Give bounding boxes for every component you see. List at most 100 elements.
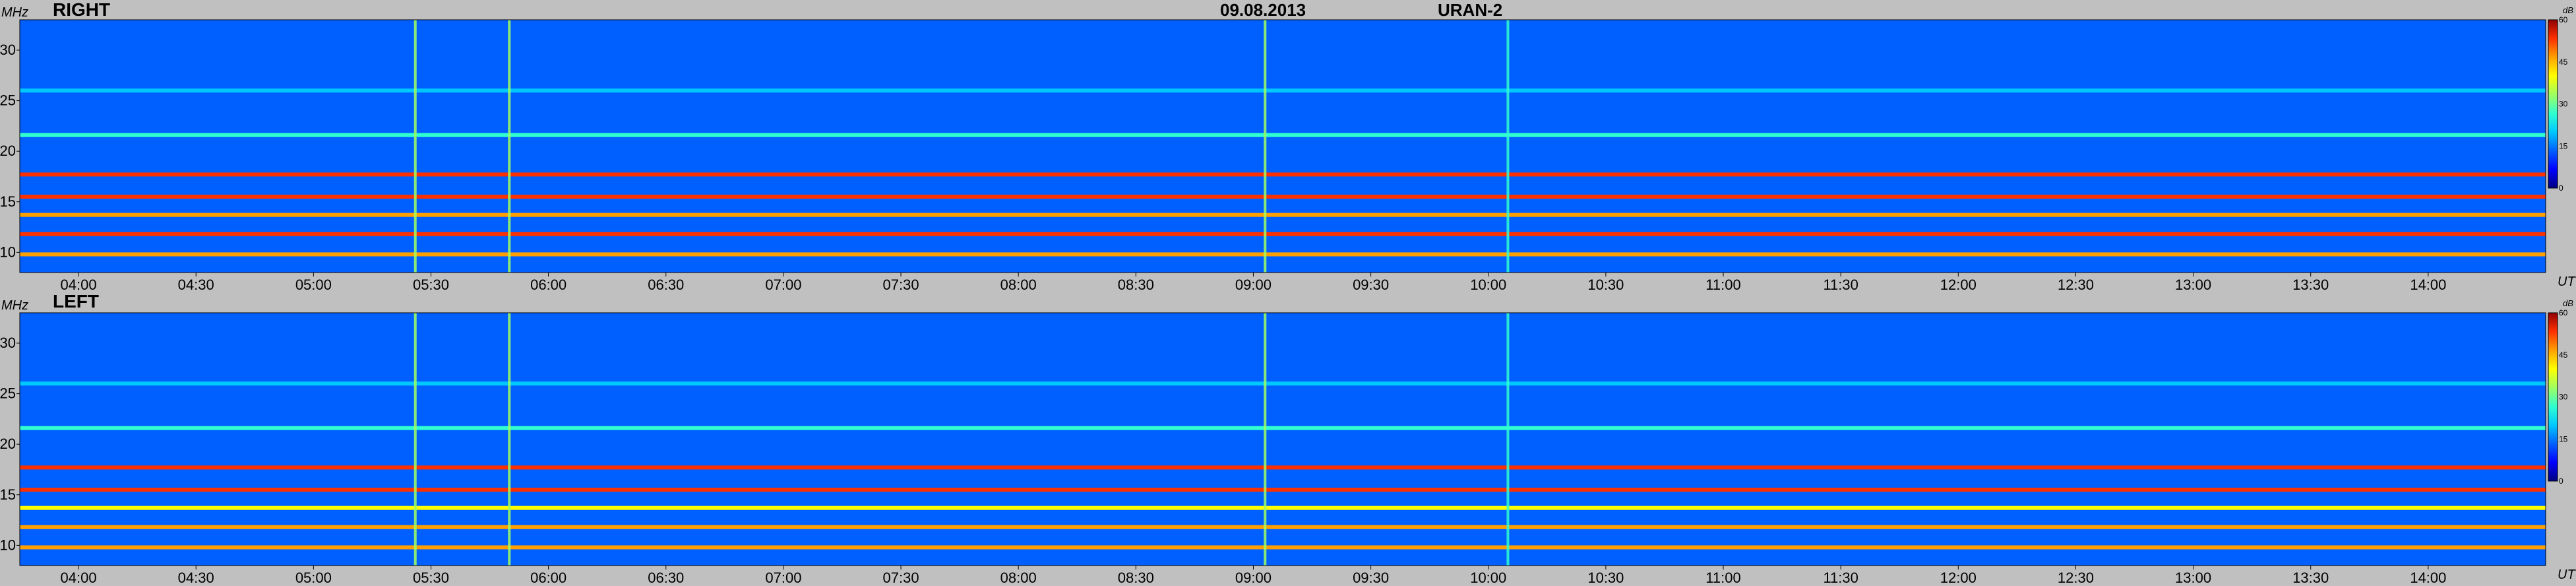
interference-line xyxy=(20,88,2546,93)
burst xyxy=(1506,20,1510,273)
burst xyxy=(508,20,511,273)
y-tick-label: 10 xyxy=(0,244,16,260)
y-unit-right: MHz xyxy=(1,5,29,20)
spectrogram-background xyxy=(20,20,2546,273)
burst xyxy=(414,20,417,273)
x-tick-label: 07:30 xyxy=(883,277,919,293)
x-tick-label: 07:30 xyxy=(883,570,919,586)
colorbar xyxy=(2548,312,2558,482)
y-unit-left: MHz xyxy=(1,298,29,313)
x-tick-label: 09:30 xyxy=(1353,277,1389,293)
interference-line xyxy=(20,505,2546,510)
x-tick-label: 08:30 xyxy=(1118,570,1154,586)
y-tick-label: 20 xyxy=(0,436,16,452)
x-tick-label: 11:30 xyxy=(1823,570,1858,586)
x-tick-label: 06:30 xyxy=(648,570,684,586)
x-tick-label: 04:30 xyxy=(178,277,214,293)
x-tick-label: 14:00 xyxy=(2410,570,2446,586)
y-tick-label: 10 xyxy=(0,537,16,553)
x-tick-label: 07:00 xyxy=(765,570,801,586)
y-tick-label: 15 xyxy=(0,193,16,210)
x-tick-label: 04:00 xyxy=(61,277,97,293)
x-tick-label: 13:30 xyxy=(2292,570,2329,586)
x-tick-label: 10:00 xyxy=(1470,277,1506,293)
spectrogram-panel-left: 04:00 04:30 05:00 05:30 06:00 06:30 07:00 07:30… xyxy=(0,308,2568,586)
x-tick-label: 04:30 xyxy=(178,570,214,586)
x-tick-label: 04:00 xyxy=(61,570,97,586)
date-label: 09.08.2013 xyxy=(1220,0,1306,20)
colorbar-tick-label: 60 xyxy=(2559,15,2568,24)
y-tick-label: 30 xyxy=(0,42,16,58)
spectrogram-background xyxy=(20,313,2546,566)
y-tick-label: 30 xyxy=(0,335,16,351)
x-tick-label: 06:00 xyxy=(530,277,567,293)
interference-line xyxy=(20,252,2546,257)
instrument-label: URAN-2 xyxy=(1438,0,1503,20)
interference-line xyxy=(20,133,2546,137)
colorbar-tick-label: 30 xyxy=(2559,393,2568,402)
spectrogram-panel-right: 04:00 04:30 05:00 05:30 06:00 06:30 07:00 07:30… xyxy=(0,15,2568,293)
burst xyxy=(414,313,417,566)
x-tick-label: 05:30 xyxy=(413,570,449,586)
burst xyxy=(1506,313,1510,566)
x-tick-label: 05:00 xyxy=(295,570,332,586)
x-tick-label: 13:30 xyxy=(2292,277,2329,293)
panel-title-right: RIGHT xyxy=(53,0,111,20)
x-tick-label: 07:00 xyxy=(765,277,801,293)
burst xyxy=(1264,313,1267,566)
x-tick-label: 10:00 xyxy=(1470,570,1506,586)
x-tick-label: 13:00 xyxy=(2175,570,2211,586)
colorbar-tick-label: 15 xyxy=(2559,434,2568,443)
x-tick-label: 06:30 xyxy=(648,277,684,293)
y-tick-label: 25 xyxy=(0,92,16,109)
interference-line xyxy=(20,195,2546,199)
colorbar-tick-label: 0 xyxy=(2559,476,2563,486)
interference-line xyxy=(20,488,2546,492)
cb-unit-left: dB xyxy=(2563,298,2573,308)
x-tick-label: 12:00 xyxy=(1940,570,1977,586)
colorbar-tick-label: 60 xyxy=(2559,308,2568,317)
x-tick-label: 08:30 xyxy=(1118,277,1154,293)
colorbar-tick-label: 15 xyxy=(2559,141,2568,150)
colorbar-tick-label: 45 xyxy=(2559,350,2568,360)
x-tick-label: 08:00 xyxy=(1000,570,1037,586)
x-tick-label: 11:00 xyxy=(1705,277,1740,293)
y-tick-label: 15 xyxy=(0,486,16,503)
colorbar-tick-label: 45 xyxy=(2559,57,2568,67)
burst xyxy=(508,313,511,566)
x-tick-label: 11:30 xyxy=(1823,277,1858,293)
x-tick-label: 05:30 xyxy=(413,277,449,293)
x-unit-left: UT xyxy=(2558,568,2575,582)
plot-frame xyxy=(19,19,2546,273)
y-tick-label: 20 xyxy=(0,143,16,159)
x-tick-label: 11:00 xyxy=(1705,570,1740,586)
interference-line xyxy=(20,545,2546,550)
x-tick-label: 09:30 xyxy=(1353,570,1389,586)
x-tick-label: 12:30 xyxy=(2058,277,2094,293)
x-unit-right: UT xyxy=(2558,275,2575,289)
x-tick-label: 12:00 xyxy=(1940,277,1977,293)
x-tick-label: 14:00 xyxy=(2410,277,2446,293)
cb-unit-right: dB xyxy=(2563,5,2573,15)
x-tick-label: 13:00 xyxy=(2175,277,2211,293)
y-tick-label: 25 xyxy=(0,385,16,402)
interference-line xyxy=(20,232,2546,236)
colorbar-tick-label: 30 xyxy=(2559,100,2568,109)
x-tick-label: 06:00 xyxy=(530,570,567,586)
x-tick-label: 12:30 xyxy=(2058,570,2094,586)
interference-line xyxy=(20,465,2546,470)
x-tick-label: 08:00 xyxy=(1000,277,1037,293)
plot-frame xyxy=(19,312,2546,566)
x-tick-label: 09:00 xyxy=(1235,277,1272,293)
interference-line xyxy=(20,172,2546,177)
burst xyxy=(1264,20,1267,273)
x-tick-label: 10:30 xyxy=(1587,277,1624,293)
interference-line xyxy=(20,525,2546,529)
x-tick-label: 09:00 xyxy=(1235,570,1272,586)
panel-title-left: LEFT xyxy=(53,291,99,311)
interference-line xyxy=(20,381,2546,386)
interference-line xyxy=(20,212,2546,217)
colorbar xyxy=(2548,19,2558,189)
x-tick-label: 10:30 xyxy=(1587,570,1624,586)
